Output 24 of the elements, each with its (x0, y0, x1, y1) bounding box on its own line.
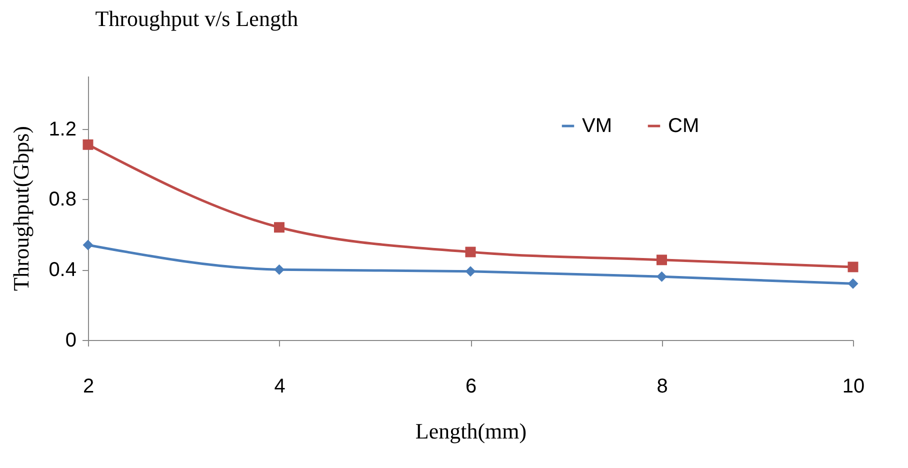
x-tick-label: 10 (842, 376, 865, 398)
x-tick-label: 2 (82, 376, 94, 398)
legend-label: VM (582, 115, 612, 137)
point (848, 278, 858, 289)
point (274, 264, 284, 275)
point (465, 266, 476, 277)
x-tick-label: 8 (656, 376, 668, 398)
y-tick-label: 1.2 (48, 118, 76, 140)
chart-title: Throughput v/s Length (95, 6, 298, 31)
point (656, 254, 667, 266)
point (82, 139, 94, 150)
legend-label: CM (668, 115, 700, 137)
x-tick-label: 4 (274, 376, 286, 398)
point (848, 262, 858, 272)
y-tick-label: 0.8 (48, 188, 76, 211)
x-tick-label: 6 (465, 376, 477, 398)
point (465, 246, 476, 258)
y-axis-title: Throughput(Gbps) (8, 126, 34, 291)
x-axis-title: Length(mm) (415, 418, 527, 444)
y-tick-label: 0 (65, 330, 76, 352)
y-tick-label: 0.4 (48, 259, 76, 282)
point (274, 222, 284, 233)
point (656, 271, 667, 282)
point (82, 240, 94, 250)
